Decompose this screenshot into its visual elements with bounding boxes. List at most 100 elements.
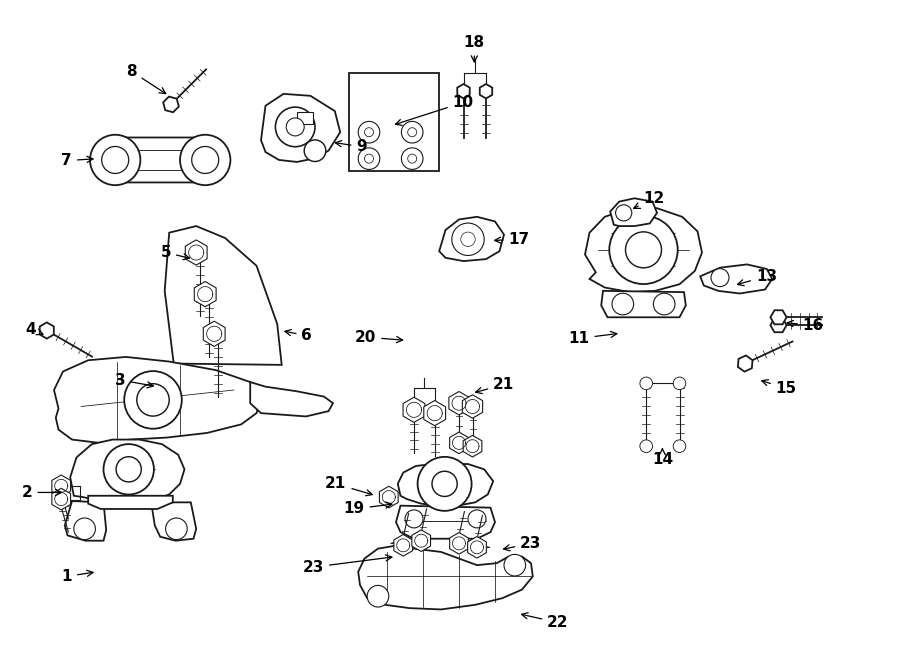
Circle shape	[304, 140, 326, 161]
Text: 14: 14	[652, 449, 673, 467]
Circle shape	[673, 377, 686, 390]
Polygon shape	[770, 310, 787, 325]
Polygon shape	[770, 318, 787, 332]
Circle shape	[124, 371, 182, 429]
Text: 22: 22	[522, 613, 569, 630]
Polygon shape	[65, 501, 106, 541]
Polygon shape	[480, 84, 492, 98]
Polygon shape	[398, 464, 493, 506]
Circle shape	[286, 118, 304, 136]
Polygon shape	[463, 395, 482, 418]
Text: 23: 23	[504, 536, 542, 551]
Circle shape	[166, 518, 187, 539]
Text: 3: 3	[115, 373, 153, 388]
Polygon shape	[738, 356, 752, 371]
Polygon shape	[468, 537, 486, 558]
Polygon shape	[52, 475, 70, 496]
Circle shape	[405, 510, 423, 528]
Text: 7: 7	[61, 153, 93, 168]
Circle shape	[711, 268, 729, 287]
Bar	[297, 112, 313, 124]
Text: 8: 8	[126, 64, 166, 94]
Polygon shape	[610, 198, 657, 226]
Polygon shape	[394, 535, 412, 556]
Polygon shape	[585, 208, 702, 292]
Circle shape	[358, 148, 380, 169]
Polygon shape	[151, 502, 196, 541]
Text: 11: 11	[569, 331, 616, 346]
Polygon shape	[194, 282, 216, 307]
Circle shape	[432, 471, 457, 496]
Polygon shape	[250, 382, 333, 416]
Circle shape	[468, 510, 486, 528]
Circle shape	[102, 147, 129, 173]
Circle shape	[418, 457, 472, 511]
Text: 4: 4	[25, 322, 43, 336]
Circle shape	[653, 293, 675, 315]
Polygon shape	[449, 391, 469, 415]
Polygon shape	[396, 506, 495, 539]
Polygon shape	[380, 486, 398, 508]
Polygon shape	[464, 436, 482, 457]
Text: 1: 1	[61, 569, 93, 584]
Polygon shape	[261, 94, 340, 162]
Polygon shape	[457, 84, 470, 98]
Circle shape	[452, 223, 484, 256]
Circle shape	[90, 135, 140, 185]
Text: 17: 17	[495, 232, 529, 247]
Text: 18: 18	[464, 36, 485, 62]
Text: 2: 2	[22, 485, 61, 500]
Polygon shape	[700, 264, 772, 293]
Circle shape	[640, 440, 652, 453]
Circle shape	[104, 444, 154, 494]
Polygon shape	[450, 533, 468, 554]
Polygon shape	[358, 545, 533, 609]
Circle shape	[626, 232, 662, 268]
Circle shape	[137, 383, 169, 416]
Circle shape	[408, 128, 417, 137]
Circle shape	[616, 205, 632, 221]
Text: 20: 20	[355, 330, 402, 344]
Circle shape	[116, 457, 141, 482]
Text: 13: 13	[737, 269, 777, 286]
Polygon shape	[185, 240, 207, 265]
Text: 12: 12	[634, 191, 665, 208]
Bar	[349, 73, 439, 171]
Polygon shape	[88, 496, 173, 509]
Text: 19: 19	[344, 502, 392, 516]
Text: 21: 21	[325, 477, 373, 496]
Text: 21: 21	[475, 377, 515, 393]
Polygon shape	[601, 291, 686, 317]
Circle shape	[401, 148, 423, 169]
Circle shape	[74, 518, 95, 539]
Polygon shape	[412, 530, 430, 551]
Polygon shape	[70, 440, 184, 502]
Polygon shape	[439, 217, 504, 261]
Circle shape	[640, 377, 652, 390]
Polygon shape	[52, 488, 70, 510]
Text: 9: 9	[336, 139, 367, 154]
Polygon shape	[203, 321, 225, 346]
Text: 10: 10	[395, 95, 473, 126]
Polygon shape	[40, 323, 54, 338]
Polygon shape	[163, 97, 179, 112]
Circle shape	[408, 154, 417, 163]
Circle shape	[367, 586, 389, 607]
Text: 5: 5	[160, 245, 189, 260]
Polygon shape	[450, 432, 468, 453]
Circle shape	[461, 232, 475, 247]
Polygon shape	[424, 401, 446, 426]
Polygon shape	[102, 137, 219, 182]
Circle shape	[609, 215, 678, 284]
Circle shape	[401, 122, 423, 143]
Text: 6: 6	[285, 329, 312, 343]
Circle shape	[364, 128, 373, 137]
Text: 15: 15	[761, 379, 796, 396]
Text: 23: 23	[302, 555, 392, 574]
Circle shape	[180, 135, 230, 185]
Circle shape	[612, 293, 634, 315]
Circle shape	[275, 107, 315, 147]
Circle shape	[358, 122, 380, 143]
Circle shape	[192, 147, 219, 173]
Circle shape	[673, 440, 686, 453]
